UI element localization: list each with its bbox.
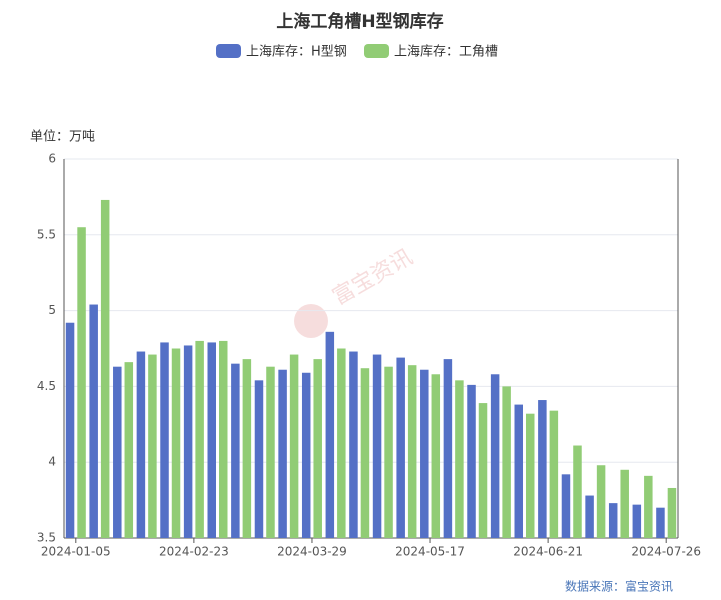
- x-tick-label: 2024-02-23: [159, 545, 229, 559]
- source: 数据来源：富宝资讯: [565, 579, 673, 594]
- bar: [349, 351, 358, 538]
- watermark: 富宝资讯: [294, 245, 417, 338]
- bar: [207, 342, 216, 538]
- bar: [420, 369, 429, 538]
- bar: [478, 403, 488, 538]
- bar: [301, 372, 311, 538]
- bar: [289, 354, 299, 538]
- bar: [242, 359, 252, 538]
- bar: [372, 354, 382, 538]
- y-tick-label: 5.5: [37, 227, 56, 241]
- bar: [596, 465, 606, 538]
- bar: [514, 404, 523, 538]
- x-tick-label: 2024-03-29: [277, 545, 347, 559]
- y-tick-label: 3.5: [37, 531, 56, 545]
- watermark-logo: [294, 304, 328, 338]
- bar: [266, 366, 275, 538]
- bar: [113, 366, 122, 538]
- bar: [443, 359, 453, 538]
- bar: [502, 386, 511, 538]
- x-tick-label: 2024-06-21: [513, 545, 583, 559]
- bar: [360, 368, 370, 538]
- bar: [467, 384, 476, 538]
- bar: [431, 374, 441, 538]
- y-tick-label: 6: [48, 152, 56, 166]
- bar: [538, 400, 547, 538]
- bar: [325, 331, 335, 538]
- bar: [136, 351, 146, 538]
- legend-label: 上海库存：H型钢: [246, 44, 347, 60]
- bar: [231, 363, 240, 538]
- x-tick-label: 2024-05-17: [395, 545, 465, 559]
- bar: [337, 348, 346, 538]
- bar: [455, 380, 464, 538]
- x-tick-label: 2024-07-26: [631, 545, 701, 559]
- bar: [77, 227, 86, 538]
- legend-swatch: [364, 44, 389, 58]
- bar: [160, 342, 169, 538]
- bar: [620, 469, 629, 538]
- bar: [644, 475, 653, 538]
- bar: [313, 359, 322, 538]
- legend-swatch: [216, 44, 241, 58]
- bar: [183, 345, 193, 538]
- legend-label: 上海库存：工角槽: [394, 44, 498, 60]
- bar: [148, 354, 157, 538]
- bar: [195, 340, 204, 538]
- watermark-text: 富宝资讯: [329, 245, 418, 311]
- bar: [585, 495, 594, 538]
- bar: [656, 507, 665, 538]
- bar: [396, 357, 405, 538]
- x-tick-label: 2024-01-05: [41, 545, 111, 559]
- bar: [549, 410, 559, 538]
- bar: [608, 503, 618, 538]
- bar: [219, 340, 228, 538]
- bar: [490, 374, 500, 538]
- bar: [100, 199, 110, 538]
- bar: [278, 369, 287, 538]
- bar: [573, 445, 582, 538]
- bar: [65, 322, 75, 538]
- bar: [89, 304, 98, 538]
- y-tick-label: 4.5: [37, 379, 56, 393]
- chart-title: 上海工角槽H型钢库存: [276, 11, 443, 32]
- bar: [632, 504, 642, 538]
- y-tick-label: 5: [48, 303, 56, 317]
- bar: [526, 413, 535, 538]
- bar: [124, 362, 134, 538]
- bar: [667, 487, 677, 538]
- bar: [171, 348, 181, 538]
- y-axis-label: 单位：万吨: [30, 130, 95, 145]
- bar: [254, 380, 264, 538]
- y-tick-label: 4: [48, 455, 56, 469]
- bar: [384, 366, 393, 538]
- bar: [561, 474, 571, 538]
- bar: [407, 365, 417, 538]
